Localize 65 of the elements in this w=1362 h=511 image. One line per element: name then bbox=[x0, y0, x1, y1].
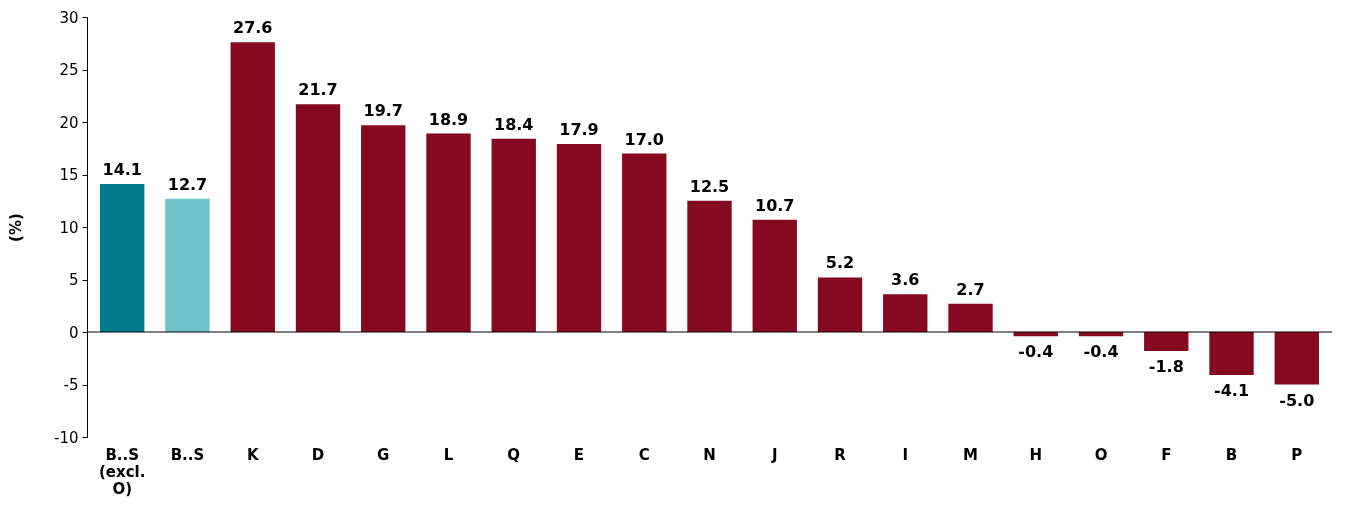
y-tick-label: 15 bbox=[59, 166, 79, 184]
bar bbox=[622, 153, 667, 332]
x-tick-label: Q bbox=[507, 445, 521, 464]
bar bbox=[1144, 332, 1189, 351]
data-label: 3.6 bbox=[891, 270, 920, 290]
bar bbox=[165, 198, 210, 332]
bar bbox=[361, 125, 406, 332]
data-label: 17.9 bbox=[559, 120, 599, 140]
data-label: -4.1 bbox=[1214, 381, 1249, 401]
data-label: 10.7 bbox=[755, 195, 795, 215]
bar bbox=[752, 219, 797, 332]
bar bbox=[883, 294, 928, 332]
x-tick-label: H bbox=[1029, 445, 1043, 464]
x-tick-label: B..S (excl. O) bbox=[99, 445, 146, 498]
data-label: 12.7 bbox=[167, 174, 208, 194]
data-label: 14.1 bbox=[102, 159, 142, 179]
data-label: 18.9 bbox=[428, 109, 469, 129]
y-tick-label: 5 bbox=[68, 271, 79, 289]
data-label: 21.7 bbox=[298, 80, 338, 100]
bar bbox=[1274, 332, 1319, 385]
x-tick-label: P bbox=[1291, 445, 1303, 464]
x-tick-label: I bbox=[902, 445, 909, 464]
data-label: -0.4 bbox=[1018, 342, 1054, 362]
bar bbox=[817, 277, 863, 332]
x-tick-label: K bbox=[246, 445, 260, 464]
data-label: 12.5 bbox=[689, 176, 730, 196]
x-tick-label: B bbox=[1225, 445, 1238, 464]
x-tick-label: C bbox=[638, 445, 650, 464]
bar bbox=[491, 138, 536, 332]
x-tick-label: J bbox=[770, 445, 778, 464]
data-label: -5.0 bbox=[1279, 390, 1315, 410]
y-axis-title: (%) bbox=[7, 213, 25, 242]
x-tick-label: N bbox=[703, 445, 716, 464]
y-tick-label: 0 bbox=[68, 323, 79, 342]
y-tick-label: 10 bbox=[59, 218, 79, 237]
bar bbox=[948, 303, 993, 332]
bar bbox=[295, 104, 341, 332]
data-label: 27.6 bbox=[233, 18, 273, 38]
x-tick-label: L bbox=[443, 445, 454, 464]
data-label: -0.4 bbox=[1083, 342, 1119, 362]
y-tick-label: -5 bbox=[63, 376, 79, 394]
data-label: 17.0 bbox=[624, 129, 664, 149]
data-label: 19.7 bbox=[363, 101, 403, 121]
y-tick-label: 30 bbox=[59, 8, 79, 27]
bar bbox=[230, 42, 275, 332]
x-tick-label: R bbox=[834, 445, 847, 464]
x-tick-label: M bbox=[963, 445, 978, 464]
x-tick-label: O bbox=[1094, 445, 1108, 464]
x-tick-label: E bbox=[573, 445, 585, 464]
y-tick-label: -10 bbox=[54, 428, 79, 447]
bar bbox=[1209, 332, 1254, 376]
data-label: 2.7 bbox=[956, 279, 985, 299]
bar bbox=[556, 144, 602, 332]
x-tick-label: F bbox=[1161, 445, 1172, 464]
bar bbox=[687, 200, 732, 332]
x-tick-label: B..S bbox=[170, 445, 205, 464]
x-tick-label: D bbox=[311, 445, 325, 464]
data-label: 18.4 bbox=[494, 114, 534, 134]
y-tick-label: 25 bbox=[59, 61, 79, 79]
data-label: -1.8 bbox=[1148, 356, 1184, 376]
x-tick-label: G bbox=[377, 445, 390, 464]
bar bbox=[426, 133, 471, 332]
y-tick-label: 20 bbox=[59, 113, 79, 132]
bar bbox=[100, 183, 145, 332]
data-label: 5.2 bbox=[825, 253, 855, 273]
